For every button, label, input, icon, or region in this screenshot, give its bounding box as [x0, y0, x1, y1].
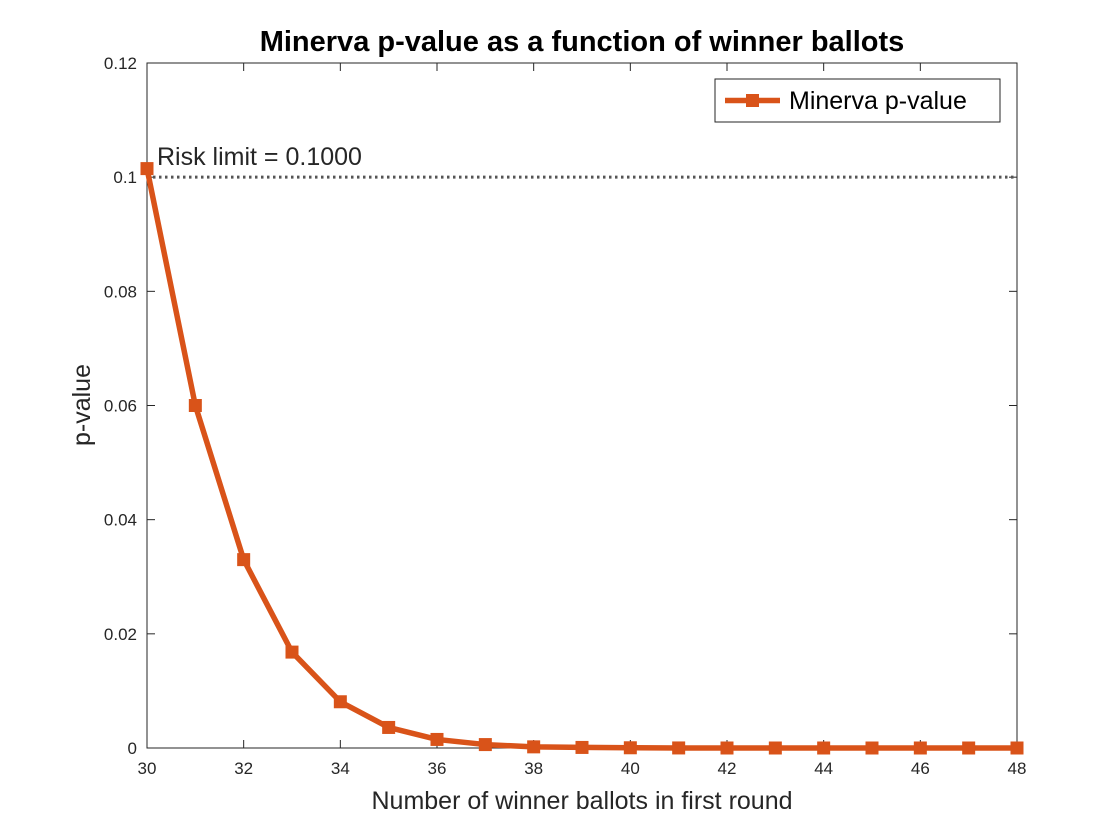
data-point-marker	[1010, 741, 1024, 755]
y-tick-label: 0.02	[104, 625, 137, 644]
x-tick-label: 48	[1008, 759, 1027, 778]
data-point-marker	[188, 399, 202, 412]
y-tick-label: 0.06	[104, 397, 137, 416]
risk-limit-annotation: Risk limit = 0.1000	[157, 143, 362, 171]
data-point-marker	[527, 740, 541, 754]
y-axis-ticks: 0 0.02 0.04 0.06 0.08 0.1 0.12	[104, 54, 1017, 758]
legend-box	[714, 78, 1001, 123]
data-point-marker	[430, 732, 444, 746]
y-tick-label: 0	[128, 739, 137, 758]
data-point-marker	[817, 741, 831, 755]
data-point-marker	[333, 695, 347, 709]
legend-marker-sample	[746, 94, 759, 107]
x-tick-label: 40	[621, 759, 640, 778]
data-point-marker	[478, 738, 492, 752]
data-point-marker	[237, 553, 251, 567]
chart-title: Minerva p-value as a function of winner …	[260, 26, 905, 58]
y-axis-label: p-value	[68, 364, 96, 446]
legend-label-minerva-p-value: Minerva p-value	[789, 87, 967, 115]
y-tick-label: 0.08	[104, 282, 137, 301]
x-tick-label: 42	[718, 759, 737, 778]
y-tick-label: 0.04	[104, 511, 137, 530]
y-tick-label: 0.1	[113, 168, 137, 187]
plot-area: 30 32 34 36 38 40 42 44 46 48 0 0.02 0.04 0.06 0.08 0.…	[104, 54, 1027, 778]
data-point-marker	[285, 645, 299, 659]
x-axis-label: Number of winner ballots in first round	[371, 787, 792, 815]
data-point-marker	[382, 720, 396, 734]
x-tick-label: 38	[524, 759, 543, 778]
x-tick-label: 34	[331, 759, 350, 778]
data-point-marker	[962, 741, 976, 755]
series-markers	[140, 162, 1024, 755]
legend: Minerva p-value	[714, 78, 1001, 123]
x-tick-label: 36	[428, 759, 447, 778]
x-tick-label: 32	[234, 759, 253, 778]
data-point-marker	[865, 741, 879, 755]
x-tick-label: 30	[138, 759, 157, 778]
data-point-marker	[575, 740, 589, 754]
x-tick-label: 46	[911, 759, 930, 778]
data-point-marker	[720, 741, 734, 755]
y-tick-label: 0.12	[104, 54, 137, 73]
data-point-marker	[140, 162, 154, 176]
data-point-marker	[623, 741, 637, 755]
data-point-marker	[913, 741, 927, 755]
data-point-marker	[768, 741, 782, 755]
data-point-marker	[672, 741, 686, 755]
x-tick-label: 44	[814, 759, 833, 778]
